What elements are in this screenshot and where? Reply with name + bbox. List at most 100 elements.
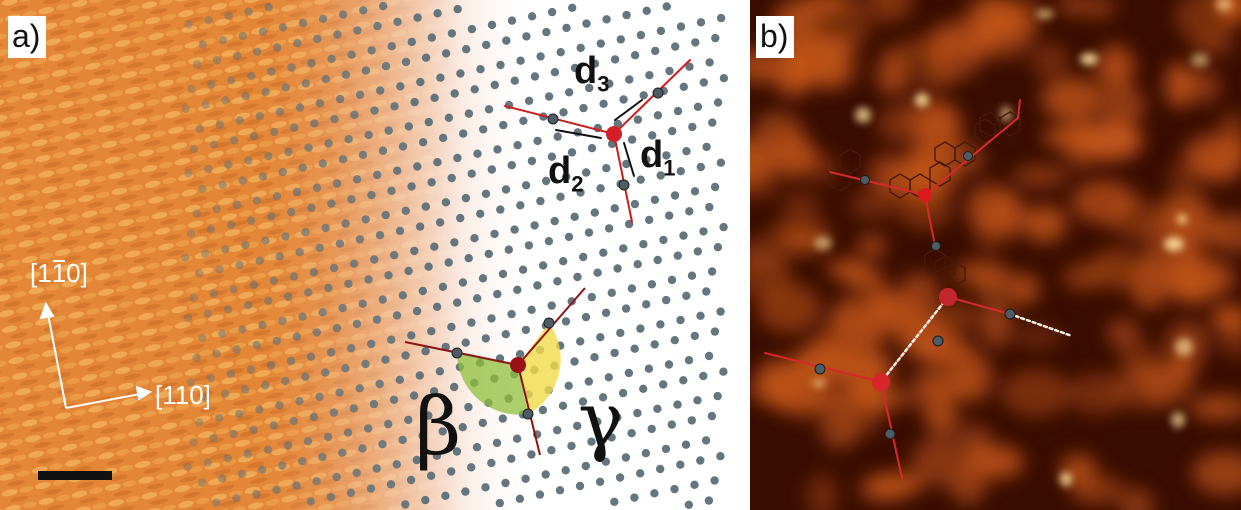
lattice-dot xyxy=(358,150,368,160)
lattice-dot xyxy=(272,192,282,201)
lattice-dot xyxy=(306,352,316,361)
lattice-dot xyxy=(710,182,720,192)
lattice-dot xyxy=(527,450,536,459)
lattice-dot xyxy=(235,409,244,419)
lattice-dot xyxy=(670,484,679,494)
lattice-dot xyxy=(392,460,401,469)
lattice-dot xyxy=(516,201,525,210)
lattice-dot xyxy=(198,333,207,343)
molecule-blob xyxy=(1112,368,1176,410)
lattice-dot xyxy=(699,371,708,381)
lattice-dot xyxy=(370,106,379,115)
direction-vertical-prefix: [1 xyxy=(30,258,52,288)
lattice-dot xyxy=(630,493,639,502)
lattice-dot xyxy=(372,464,381,473)
lattice-dot xyxy=(599,99,608,109)
lattice-dot xyxy=(616,35,625,44)
lattice-dot xyxy=(696,311,705,320)
lattice-dot xyxy=(702,287,711,296)
bright-spot xyxy=(1216,0,1232,11)
lattice-dot xyxy=(415,222,425,231)
lattice-dot xyxy=(335,239,345,248)
lattice-dot xyxy=(186,378,195,387)
lattice-dot xyxy=(427,327,436,336)
lattice-dot xyxy=(536,52,545,61)
lattice-dot xyxy=(355,235,365,244)
lattice-dot xyxy=(304,143,313,152)
lattice-dot xyxy=(395,226,405,236)
lattice-dot xyxy=(622,159,631,169)
molecule-blob xyxy=(1013,326,1063,348)
molecule-blob xyxy=(831,385,889,411)
lattice-dot xyxy=(301,372,310,381)
lattice-dot xyxy=(596,333,605,342)
lattice-dot xyxy=(613,413,622,422)
lattice-dot xyxy=(676,167,685,176)
lattice-dot xyxy=(656,464,665,474)
lattice-dot xyxy=(200,393,210,403)
lattice-dot xyxy=(710,327,720,336)
lattice-dot xyxy=(286,356,296,366)
lattice-dot xyxy=(264,296,273,305)
lattice-dot xyxy=(441,49,451,58)
lattice-dot xyxy=(596,184,605,193)
lattice-dot xyxy=(315,99,325,108)
lattice-dot xyxy=(582,19,591,28)
lattice-dot xyxy=(270,127,279,137)
lattice-dot xyxy=(625,75,634,84)
lattice-dot xyxy=(490,229,499,239)
lattice-dot xyxy=(627,284,637,293)
molecule-blob xyxy=(1071,180,1137,224)
lattice-dot xyxy=(473,149,482,158)
lattice-dot xyxy=(676,22,686,31)
lattice-dot xyxy=(687,271,697,280)
lattice-dot xyxy=(384,271,393,280)
lattice-dot xyxy=(596,39,605,48)
lattice-dot xyxy=(212,204,221,214)
lattice-dot xyxy=(570,357,579,366)
lattice-dot xyxy=(441,491,450,500)
d2-letter: d xyxy=(548,150,572,192)
lattice-dot xyxy=(496,205,505,214)
lattice-dot xyxy=(593,268,602,277)
lattice-dot xyxy=(335,388,344,397)
panel-a-image xyxy=(0,0,742,510)
lattice-dot xyxy=(533,281,542,290)
lattice-dot xyxy=(206,224,216,234)
lattice-dot xyxy=(275,107,285,117)
lattice-dot xyxy=(699,227,708,236)
lattice-dot xyxy=(378,295,387,304)
lattice-dot xyxy=(696,18,706,27)
lattice-dot xyxy=(648,131,657,140)
lattice-dot xyxy=(576,43,585,53)
lattice-dot xyxy=(398,435,407,445)
lattice-dot xyxy=(309,268,319,277)
bright-spot xyxy=(1036,9,1054,19)
lattice-dot xyxy=(287,207,296,217)
molecule-blob xyxy=(1070,122,1142,158)
center-atoms-b xyxy=(872,188,957,391)
lattice-dot xyxy=(415,371,424,380)
lattice-dot xyxy=(633,115,643,124)
lattice-dot xyxy=(621,453,631,462)
lattice-dot xyxy=(355,90,365,100)
lattice-dot xyxy=(396,82,405,91)
lattice-dot xyxy=(387,335,396,344)
lattice-dot xyxy=(467,24,477,34)
lattice-dot xyxy=(369,399,379,409)
lattice-dot xyxy=(610,348,619,358)
lattice-dot xyxy=(329,408,339,417)
bright-spot xyxy=(915,93,929,107)
lattice-dot xyxy=(227,76,236,85)
molecule-blob xyxy=(920,102,962,152)
lattice-dot xyxy=(602,15,611,24)
lattice-dot xyxy=(679,82,688,92)
lattice-dot xyxy=(662,295,671,305)
lattice-dot xyxy=(275,401,284,410)
molecule-blob xyxy=(1012,165,1068,187)
lattice-dot xyxy=(550,68,560,77)
molecule-blob xyxy=(1218,112,1241,158)
lattice-dot xyxy=(266,361,276,370)
lattice-dot xyxy=(192,353,201,363)
molecule-blob xyxy=(865,0,913,22)
